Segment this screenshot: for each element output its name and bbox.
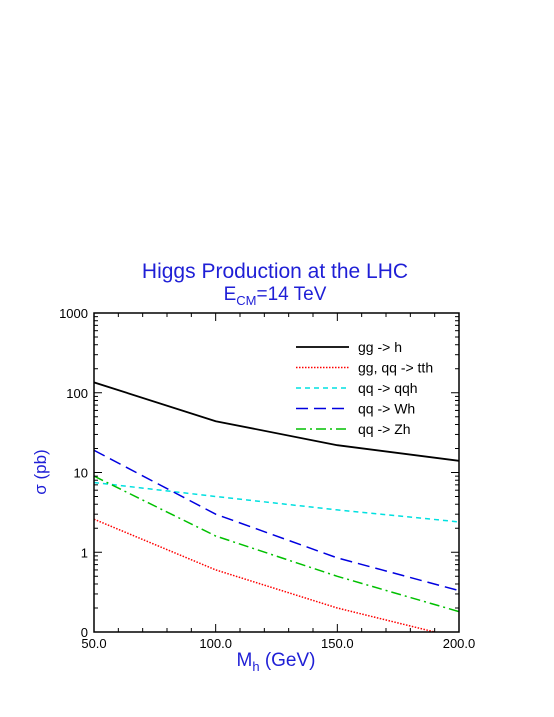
legend-label-0: gg -> h [358, 339, 402, 355]
series-line-0 [94, 381, 459, 462]
x-tick-label: 50.0 [81, 636, 106, 651]
x-tick-label: 100.0 [199, 636, 232, 651]
y-tick-label: 100 [66, 386, 88, 401]
legend-label-4: qq -> Zh [358, 421, 411, 437]
series-line-4 [94, 475, 459, 613]
legend-label-1: gg, qq -> tth [358, 360, 433, 376]
y-tick-label: 0 [81, 625, 88, 640]
chart-subtitle: ECM=14 TeV [224, 284, 327, 308]
plot-lines [94, 381, 459, 632]
axis-ticks: 50.0 100.0 150.0 200.0 0 1 10 100 1000 [59, 306, 475, 651]
y-tick-label: 1 [81, 545, 88, 560]
x-axis-label: Mh (GeV) [236, 650, 315, 674]
plot-frame [93, 312, 460, 633]
x-tick-label: 200.0 [443, 636, 476, 651]
legend-label-3: qq -> Wh [358, 401, 415, 417]
chart-title: Higgs Production at the LHC [142, 260, 408, 283]
series-line-1 [94, 518, 435, 632]
legend: gg -> h gg, qq -> tth qq -> qqh qq -> Wh qq … [296, 339, 433, 437]
series-line-3 [94, 449, 459, 592]
y-tick-label: 10 [74, 466, 88, 481]
y-axis-label: σ (pb) [31, 449, 50, 494]
series-line-2 [94, 481, 459, 523]
y-tick-label: 1000 [59, 306, 88, 321]
legend-label-2: qq -> qqh [358, 380, 418, 396]
x-tick-label: 150.0 [321, 636, 354, 651]
